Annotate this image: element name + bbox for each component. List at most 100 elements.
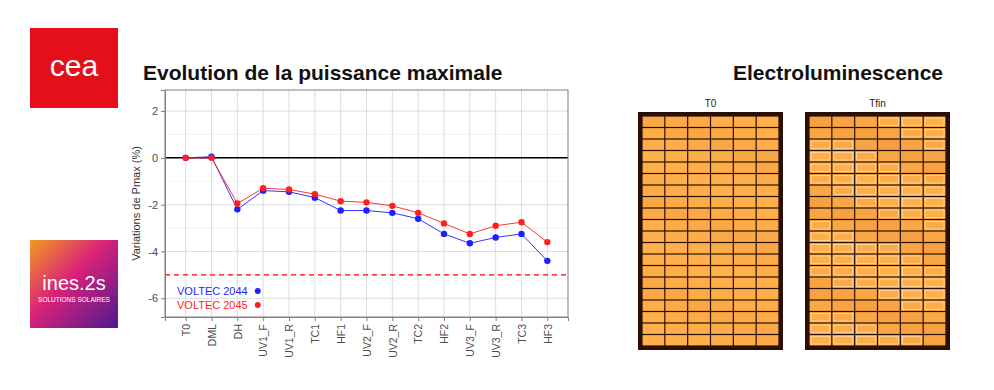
el-cell (832, 209, 854, 219)
el-cell (734, 255, 756, 265)
el-cell (688, 197, 710, 207)
el-cell (643, 312, 665, 322)
el-cell (901, 174, 923, 184)
el-cell-edge (811, 256, 830, 264)
legend-label: VOLTEC 2044 (177, 285, 248, 297)
el-cell-edge (925, 302, 944, 310)
el-cell (855, 151, 877, 161)
el-cell (924, 335, 946, 345)
el-cell (924, 151, 946, 161)
el-cell (734, 174, 756, 184)
el-cell (711, 324, 733, 334)
el-cell (924, 243, 946, 253)
series-point (415, 210, 421, 216)
el-cell (901, 335, 923, 345)
series-point (389, 203, 395, 209)
el-cell-edge (857, 256, 876, 264)
series-point (492, 234, 498, 240)
el-cell-edge (925, 279, 944, 287)
y-tick-label: -4 (148, 245, 158, 257)
grid-line-x (289, 90, 290, 317)
el-cell (810, 186, 832, 196)
el-cell (688, 255, 710, 265)
el-cell (810, 174, 832, 184)
x-tick-mark (186, 317, 187, 321)
el-cell (643, 140, 665, 150)
el-cell (711, 174, 733, 184)
el-cell (688, 312, 710, 322)
el-cell-edge (811, 222, 830, 230)
el-cell (757, 335, 779, 345)
el-cell (711, 243, 733, 253)
el-cell (665, 266, 687, 276)
el-cell (734, 128, 756, 138)
el-cell-edge (925, 268, 944, 276)
ines-logo-bg (30, 240, 118, 328)
el-cell (688, 301, 710, 311)
cea-logo-bg (30, 28, 118, 108)
series-point (234, 206, 240, 212)
el-cell (878, 255, 900, 265)
el-cell-edge (880, 279, 899, 287)
el-cell-edge (925, 118, 944, 126)
el-cell (855, 243, 877, 253)
el-cell-edge (880, 176, 899, 184)
y-axis: -6-4-202 (148, 91, 165, 318)
el-cell-edge (902, 291, 921, 299)
el-cell (878, 151, 900, 161)
el-cell (734, 117, 756, 127)
el-cell (924, 278, 946, 288)
el-cell (855, 186, 877, 196)
el-cell (878, 243, 900, 253)
x-tick-label: UV1_R (283, 324, 295, 358)
el-cell (711, 278, 733, 288)
el-cell (757, 163, 779, 173)
legend: VOLTEC 2044 VOLTEC 2045 (177, 285, 261, 311)
el-cell (665, 174, 687, 184)
el-cell (643, 255, 665, 265)
el-cell (810, 117, 832, 127)
legend-item: VOLTEC 2044 (177, 285, 261, 297)
series-point (182, 155, 188, 161)
el-cell (757, 220, 779, 230)
el-cell (688, 220, 710, 230)
el-cell (688, 151, 710, 161)
el-cell-edge (857, 153, 876, 161)
el-cell-edge (880, 291, 899, 299)
el-cell-edge (811, 153, 830, 161)
el-cell-edge (834, 256, 853, 264)
el-cell (924, 140, 946, 150)
series-point (208, 155, 214, 161)
el-cell (855, 232, 877, 242)
el-cell-edge (857, 176, 876, 184)
x-tick: T0 (180, 317, 192, 336)
x-tick-label: UV1_F (257, 324, 269, 357)
el-cell-edge (834, 164, 853, 172)
el-cell-edge (857, 187, 876, 195)
el-cell (855, 335, 877, 345)
el-cell (810, 335, 832, 345)
cea-logo-text: cea (50, 49, 99, 82)
series-point (260, 185, 266, 191)
el-cell-edge (857, 325, 876, 333)
el-cell (757, 197, 779, 207)
x-tick-label: UV3_F (464, 324, 476, 357)
el-cell (711, 255, 733, 265)
y-tick-label: -2 (148, 199, 158, 211)
y-tick-label: -6 (148, 292, 158, 304)
reference-line (165, 274, 568, 275)
el-cell-edge (902, 302, 921, 310)
x-tick: DML (206, 317, 218, 346)
series-line (186, 158, 548, 242)
el-cell-edge (811, 314, 830, 322)
el-cell (832, 140, 854, 150)
el-cell (855, 220, 877, 230)
el-cell (665, 335, 687, 345)
el-cell (643, 117, 665, 127)
el-cell (832, 163, 854, 173)
el-cell (855, 174, 877, 184)
el-cell (643, 232, 665, 242)
x-tick-mark (367, 317, 368, 321)
el-cell (757, 209, 779, 219)
legend-item: VOLTEC 2045 (177, 299, 261, 311)
